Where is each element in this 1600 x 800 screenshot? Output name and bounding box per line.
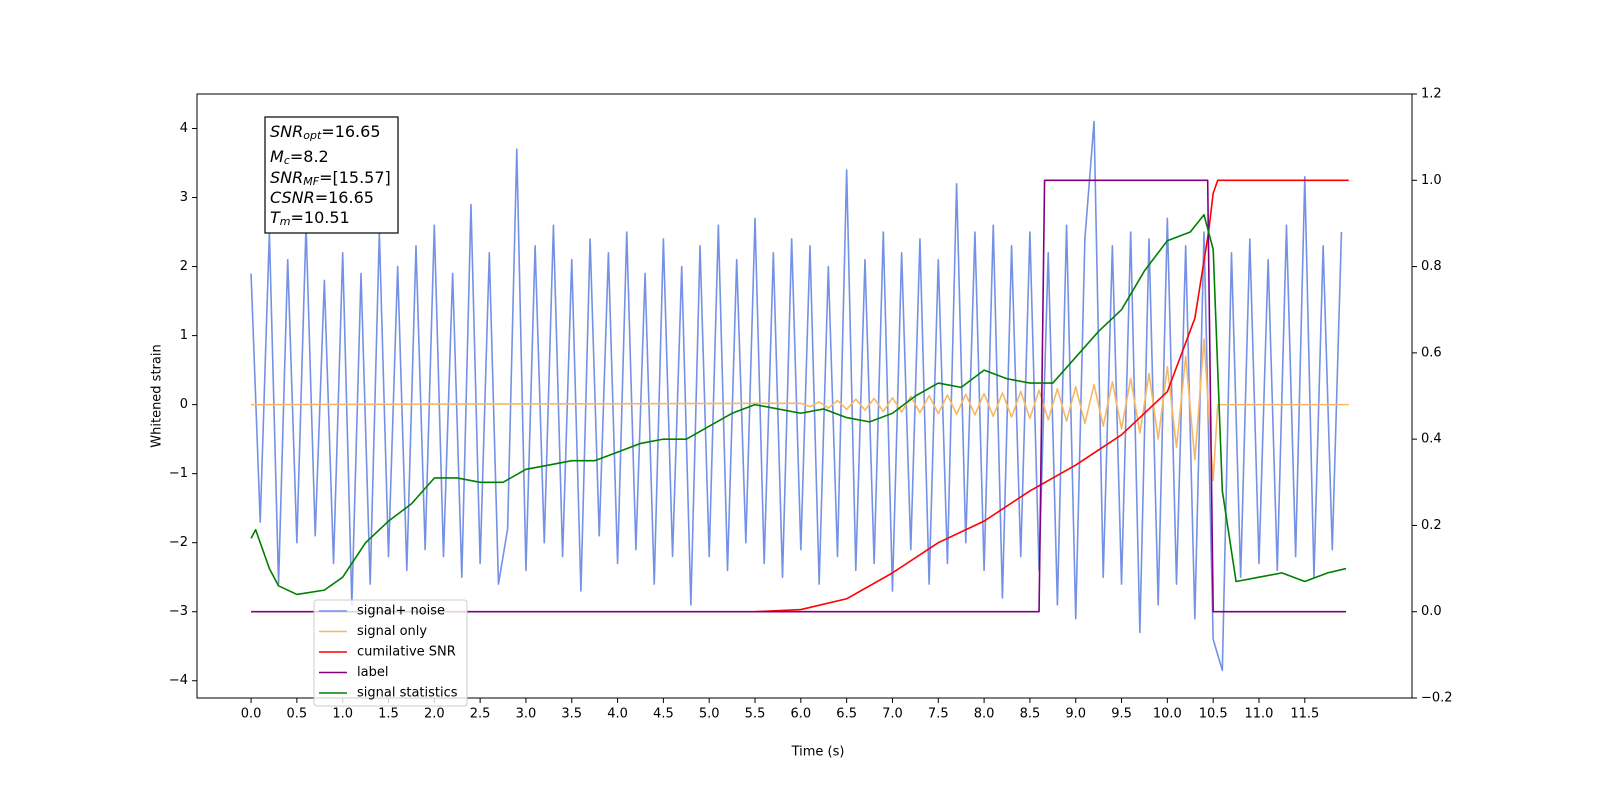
y2-tick-label: 0.4 (1421, 432, 1442, 447)
x-tick-label: 8.5 (1020, 707, 1041, 722)
series-line (250, 120, 1343, 672)
x-tick-label: 3.0 (516, 707, 537, 722)
annotation-line: SNRMF=[15.57] (270, 168, 391, 189)
annotation-value: =[15.57] (319, 168, 391, 187)
annotation-line: CSNR=16.65 (270, 188, 374, 207)
annotation-symbol: CSNR (270, 188, 315, 207)
annotation-value: =8.2 (290, 147, 329, 166)
y2-tick-label: 1.2 (1421, 87, 1442, 102)
annotation-symbol: SNR (270, 122, 303, 141)
y2-tick-label: −0.2 (1421, 691, 1453, 706)
annotation-symbol: T (270, 208, 281, 227)
annotation-box: SNRopt=16.65Mc=8.2SNRMF=[15.57]CSNR=16.6… (264, 116, 399, 234)
series-line (250, 214, 1347, 596)
y-axis-label: Whitened strain (150, 344, 165, 447)
y-tick-label: 2 (180, 259, 188, 274)
x-tick-label: 3.5 (561, 707, 582, 722)
legend: signal+ noise signal only cumilative SNR la… (313, 599, 468, 707)
plot-frame (196, 93, 1413, 699)
annotation-value: =16.65 (315, 188, 374, 207)
annotation-line: SNRopt=16.65 (270, 122, 381, 143)
y2-tick-label: 0.8 (1421, 259, 1442, 274)
series-line (754, 179, 1349, 613)
annotation-value: =16.65 (321, 122, 380, 141)
x-tick-label: 8.0 (974, 707, 995, 722)
x-tick-label: 2.0 (424, 707, 445, 722)
annotation-subscript: c (284, 154, 290, 167)
legend-frame (313, 599, 468, 707)
y-tick-label: 4 (180, 121, 188, 136)
y-tick-label: −4 (169, 673, 188, 688)
x-tick-label: 0.0 (241, 707, 262, 722)
series-line (251, 179, 1347, 613)
x-tick-label: 10.5 (1199, 707, 1228, 722)
legend-label: signal+ noise (357, 604, 445, 619)
legend-label: signal only (357, 624, 427, 639)
x-tick-label: 9.5 (1111, 707, 1132, 722)
x-tick-label: 1.5 (378, 707, 399, 722)
x-tick-label: 10.0 (1153, 707, 1182, 722)
annotation-frame (264, 116, 399, 234)
annotation-line: Mc=8.2 (270, 147, 329, 168)
x-tick-label: 6.5 (836, 707, 857, 722)
x-tick-label: 4.5 (653, 707, 674, 722)
y-tick-label: −2 (169, 535, 188, 550)
y-tick-label: −1 (169, 466, 188, 481)
x-tick-label: 11.0 (1245, 707, 1274, 722)
x-tick-label: 0.5 (287, 707, 308, 722)
x-tick-label: 7.0 (882, 707, 903, 722)
y-tick-label: 0 (180, 397, 188, 412)
annotation-line: Tm=10.51 (270, 208, 350, 229)
annotation-subscript: MF (303, 175, 319, 188)
legend-label: signal statistics (357, 686, 458, 701)
legend-label: label (357, 665, 388, 680)
legend-label: cumilative SNR (357, 645, 456, 660)
x-tick-label: 4.0 (607, 707, 628, 722)
y-tick-label: 1 (180, 328, 188, 343)
y2-tick-label: 0.2 (1421, 518, 1442, 533)
y-tick-label: −3 (169, 604, 188, 619)
x-tick-label: 5.0 (699, 707, 720, 722)
y-tick-label: 3 (180, 190, 188, 205)
annotation-subscript: opt (303, 129, 322, 142)
annotation-symbol: SNR (270, 168, 303, 187)
x-axis-label: Time (s) (791, 745, 845, 760)
x-tick-label: 11.5 (1290, 707, 1319, 722)
annotation-value: =10.51 (291, 208, 350, 227)
x-tick-label: 1.0 (332, 707, 353, 722)
annotation-symbol: M (270, 147, 284, 166)
y2-tick-label: 0.6 (1421, 345, 1442, 360)
x-tick-label: 9.0 (1065, 707, 1086, 722)
series-line (251, 338, 1349, 482)
x-tick-label: 5.5 (745, 707, 766, 722)
x-tick-label: 6.0 (790, 707, 811, 722)
annotation-subscript: m (280, 215, 291, 228)
x-tick-label: 7.5 (928, 707, 949, 722)
y2-tick-label: 1.0 (1421, 173, 1442, 188)
x-tick-label: 2.5 (470, 707, 491, 722)
y2-tick-label: 0.0 (1421, 604, 1442, 619)
